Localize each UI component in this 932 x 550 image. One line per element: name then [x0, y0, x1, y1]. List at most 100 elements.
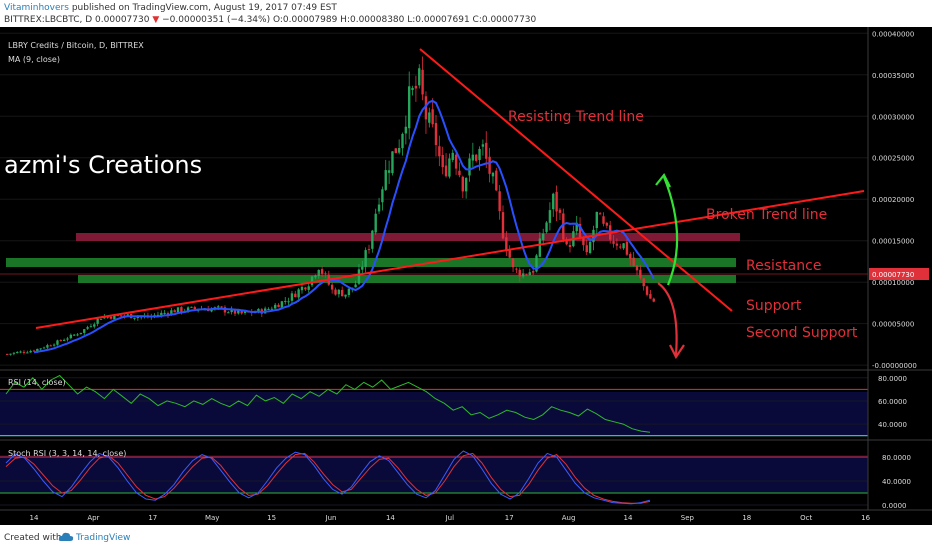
candle-body	[548, 210, 552, 223]
price-tick-label: -0.00000000	[872, 362, 917, 370]
candle-body	[46, 345, 49, 348]
stoch-rsi-pane[interactable]: 80.0000 40.0000 0.0000 Stoch RSI (3, 3, 14…	[0, 449, 911, 510]
red-down-arrow-icon	[657, 282, 678, 356]
candle-body	[575, 222, 578, 232]
candle-body	[468, 158, 471, 176]
candle-body	[598, 213, 602, 215]
candle-body	[69, 334, 73, 339]
candle-body	[36, 348, 39, 352]
candle-body	[645, 286, 649, 295]
candle-body	[166, 313, 170, 315]
published-text: published on TradingView.com, August 19,…	[71, 3, 337, 13]
red-arrowhead-icon	[669, 344, 685, 360]
candle-body	[6, 353, 9, 355]
candle-body	[354, 284, 357, 288]
candle-body	[411, 87, 414, 90]
price-axis[interactable]: 0.00040000 0.00035000 0.00030000 0.00025000…	[868, 27, 932, 370]
rsi-gridlines	[0, 377, 868, 425]
time-tick-label: Apr	[87, 514, 99, 522]
candle-body	[330, 284, 334, 290]
stoch-legend: Stoch RSI (3, 3, 14, 14, close)	[8, 449, 126, 458]
rsi-line	[5, 374, 651, 433]
label-resisting-trend: Resisting Trend line	[508, 109, 644, 125]
candle-body	[337, 289, 341, 295]
candle-body	[173, 310, 176, 313]
time-tick-label: 18	[742, 514, 751, 522]
symbol-line: BITTREX:LBCBTC, D 0.00007730 ▼ −0.000003…	[4, 14, 536, 26]
candle-body	[615, 243, 619, 246]
candle-body	[357, 269, 361, 284]
candle-body	[294, 293, 297, 298]
rsi-axis-ticks: 80.0000 60.0000 40.0000	[878, 375, 907, 429]
label-broken-trend: Broken Trend line	[706, 207, 827, 223]
rsi-pane[interactable]: 80.0000 60.0000 40.0000 RSI (14, close)	[0, 374, 907, 437]
candle-body	[26, 352, 29, 354]
candle-body	[491, 172, 495, 177]
price-tick-label: 0.00030000	[872, 113, 914, 121]
candle-body	[297, 289, 300, 298]
candle-body	[434, 123, 438, 146]
price-tick-label: 0.00005000	[872, 321, 914, 329]
candle-body	[377, 204, 381, 212]
time-tick-label: 14	[30, 514, 39, 522]
candle-body	[431, 109, 434, 125]
candle-body	[612, 241, 615, 244]
candle-body	[562, 213, 565, 240]
candle-body	[233, 308, 237, 314]
publish-header: Vitaminhovers published on TradingView.c…	[0, 0, 932, 27]
candle-body	[602, 216, 605, 224]
candle-body	[501, 212, 505, 239]
tradingview-brand[interactable]: TradingView	[76, 533, 131, 543]
price-tick-label: 0.00035000	[872, 72, 914, 80]
candle-body	[441, 154, 444, 168]
candle-body	[418, 68, 421, 86]
time-tick-label: 14	[386, 514, 395, 522]
candle-body	[86, 327, 89, 329]
time-tick-label: 14	[624, 514, 633, 522]
candle-body	[99, 318, 103, 320]
footer-bar: Created with TradingView	[0, 525, 932, 550]
candle-body	[538, 238, 542, 257]
candle-body	[622, 243, 625, 249]
candle-body	[156, 314, 160, 316]
green-arrowhead-icon	[655, 172, 671, 188]
candle-body	[488, 156, 491, 174]
down-arrow-icon: ▼	[152, 15, 160, 25]
candle-body	[508, 249, 511, 258]
candle-body	[371, 230, 374, 249]
price-tick-label: 0.00020000	[872, 196, 914, 204]
candle-body	[230, 309, 233, 313]
ohlc-text: O:0.00007989 H:0.00008380 L:0.00007691 C…	[272, 15, 537, 25]
candle-body	[481, 144, 485, 147]
price-pane[interactable]: Resisting Trend line Broken Trend line R…	[0, 32, 868, 366]
time-tick-label: May	[205, 514, 219, 522]
time-axis[interactable]: 14 Apr 17 May 15 Jun 14 Jul 17 Aug 14 Sep 18 Oct 16	[0, 509, 932, 522]
price-axis-bg	[868, 27, 932, 370]
candle-body	[424, 96, 428, 120]
candle-body	[635, 265, 639, 271]
candle-body	[119, 315, 123, 317]
candle-body	[361, 266, 364, 270]
time-tick-label: Jun	[325, 514, 337, 522]
candle-body	[595, 211, 598, 229]
candle-body	[364, 250, 367, 267]
candle-body	[518, 269, 521, 277]
author-link[interactable]: Vitaminhovers	[4, 3, 69, 13]
price-axis-ticks: 0.00040000 0.00035000 0.00030000 0.00025000…	[872, 30, 917, 370]
candle-body	[66, 338, 69, 340]
candle-body	[428, 112, 431, 123]
price-tick-label: 0.00010000	[872, 279, 914, 287]
candle-body	[73, 334, 76, 336]
candle-body	[542, 233, 545, 240]
candle-body	[56, 340, 59, 345]
candle-body	[217, 306, 220, 308]
candle-body	[22, 351, 26, 353]
candle-body	[515, 268, 518, 270]
broken-trend-line	[35, 190, 865, 329]
candle-body	[545, 222, 548, 232]
candle-body	[535, 255, 538, 272]
chart-canvas[interactable]: Resisting Trend line Broken Trend line R…	[0, 27, 932, 525]
stoch-tick-label: 40.0000	[882, 478, 911, 486]
candle-body	[478, 148, 481, 160]
